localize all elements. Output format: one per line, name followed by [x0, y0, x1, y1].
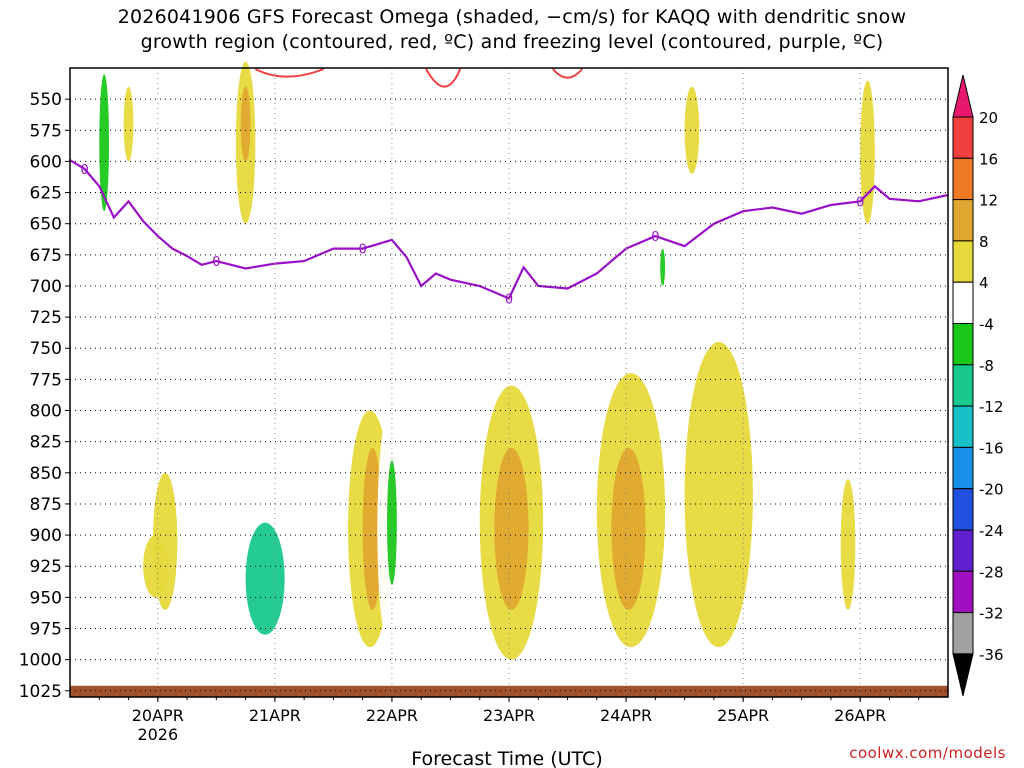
- y-tick-label-975: 975: [30, 619, 62, 639]
- colorbar-band-12: [952, 612, 974, 655]
- x-tick-label-6: 26APR: [834, 706, 886, 725]
- colorbar-bottom-arrow: [952, 653, 974, 697]
- y-tick-label-825: 825: [30, 433, 62, 453]
- colorbar-label-11: -28: [979, 563, 1004, 581]
- colorbar-label-13: -36: [979, 646, 1004, 664]
- x-tick-label-5: 25APR: [717, 706, 769, 725]
- omega-area-15: [494, 447, 529, 610]
- freezing-level-label-0: 0: [80, 163, 88, 178]
- colorbar-label-12: -32: [979, 605, 1004, 623]
- colorbar-label-3: 8: [979, 233, 989, 251]
- x-tick-label-2: 22APR: [366, 706, 418, 725]
- colorbar-label-6: -8: [979, 357, 994, 375]
- omega-area-4: [240, 86, 251, 162]
- freezing-level-label-1: 0: [212, 255, 220, 270]
- freezing-level-label-5: 0: [856, 195, 864, 210]
- colorbar-band-8: [952, 446, 974, 490]
- snow-growth-contour-3: [552, 68, 583, 79]
- chart-title-line-1: 2026041906 GFS Forecast Omega (shaded, −…: [117, 6, 907, 28]
- colorbar-band-2: [952, 199, 974, 242]
- plot-area: 0 0 0 0 0 0: [69, 61, 949, 697]
- x-tick-label-0: 20APR: [132, 706, 184, 725]
- omega-area-17: [611, 447, 646, 610]
- omega-area-9: [245, 522, 285, 635]
- omega-area-13: [387, 460, 397, 585]
- omega-area-1: [99, 74, 110, 212]
- omega-area-20: [684, 342, 753, 648]
- omega-area-19: [660, 248, 666, 286]
- site-credit: coolwx.com/models: [849, 744, 1006, 762]
- axes: 550 575 600 625 650 675 700 725 750 775 800 825 850 8…: [19, 67, 949, 768]
- ground-surface: [70, 685, 948, 697]
- y-tick-label-850: 850: [30, 464, 62, 484]
- y-tick-label-700: 700: [30, 277, 62, 297]
- omega-area-18: [655, 211, 666, 336]
- omega-area-21: [840, 479, 856, 610]
- colorbar-band-11: [952, 570, 974, 614]
- colorbar: 20 16 12 8 4 -4 -8 -12 -16 -20 -24 -28 -32 -36: [952, 74, 1004, 697]
- y-tick-label-575: 575: [30, 121, 62, 141]
- colorbar-top-arrow: [952, 74, 974, 118]
- omega-area-23: [684, 86, 700, 174]
- y-tick-label-675: 675: [30, 246, 62, 266]
- colorbar-band-5: [952, 323, 974, 366]
- y-tick-label-925: 925: [30, 557, 62, 577]
- x-tick-label-3: 23APR: [483, 706, 535, 725]
- x-tick-label-4: 24APR: [600, 706, 652, 725]
- y-tick-label-800: 800: [30, 402, 62, 422]
- colorbar-band-6: [952, 364, 974, 407]
- y-tick-label-950: 950: [30, 588, 62, 608]
- colorbar-label-7: -12: [979, 398, 1004, 416]
- omega-area-22: [860, 80, 875, 224]
- omega-area-2: [123, 86, 134, 162]
- y-tick-label-875: 875: [30, 495, 62, 515]
- plot-frame: [69, 67, 949, 698]
- colorbar-band-7: [952, 405, 974, 448]
- y-tick-label-1025: 1025: [19, 682, 62, 702]
- freezing-level-label-2: 0: [359, 243, 367, 258]
- colorbar-band-1: [952, 157, 974, 201]
- snow-growth-contour-2: [425, 68, 462, 88]
- colorbar-label-8: -16: [979, 439, 1004, 457]
- y-tick-label-550: 550: [30, 90, 62, 110]
- y-tick-label-600: 600: [30, 152, 62, 172]
- x-tick-label-1: 21APR: [249, 706, 301, 725]
- y-tick-label-900: 900: [30, 526, 62, 546]
- y-tick-label-650: 650: [30, 215, 62, 235]
- colorbar-band-3: [952, 240, 974, 283]
- colorbar-band-0: [952, 116, 974, 159]
- colorbar-label-4: 4: [979, 274, 989, 292]
- freezing-level-label-4: 0: [651, 230, 659, 245]
- y-tick-label-750: 750: [30, 339, 62, 359]
- freezing-level-line: [69, 159, 949, 300]
- omega-area-0: [89, 161, 105, 361]
- colorbar-band-4: [952, 281, 974, 325]
- y-tick-label-725: 725: [30, 308, 62, 328]
- omega-area-11: [362, 447, 383, 610]
- x-axis-label: Forecast Time (UTC): [411, 748, 602, 768]
- colorbar-label-0: 20: [979, 109, 998, 127]
- y-tick-label-625: 625: [30, 184, 62, 204]
- y-tick-label-1000: 1000: [19, 651, 62, 671]
- colorbar-label-10: -24: [979, 522, 1004, 540]
- freezing-level-label-3: 0: [505, 292, 513, 307]
- chart-title-line-2: growth region (contoured, red, ºC) and f…: [140, 31, 884, 53]
- colorbar-label-5: -4: [979, 316, 994, 334]
- x-tick-sublabel-0: 2026: [137, 725, 178, 744]
- colorbar-band-10: [952, 529, 974, 572]
- colorbar-label-2: 12: [979, 192, 998, 210]
- y-tick-label-775: 775: [30, 370, 62, 390]
- colorbar-label-1: 16: [979, 150, 998, 168]
- colorbar-label-9: -20: [979, 481, 1004, 499]
- colorbar-band-9: [952, 488, 974, 531]
- snow-growth-contour-1: [254, 68, 325, 78]
